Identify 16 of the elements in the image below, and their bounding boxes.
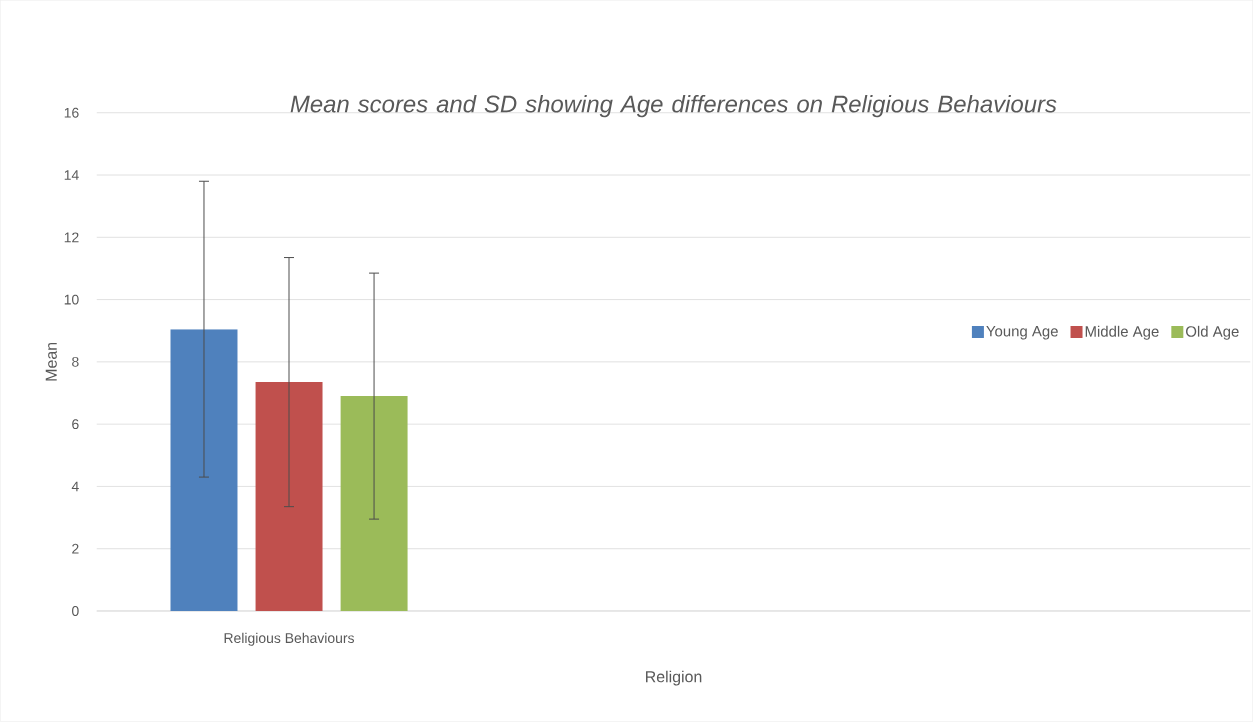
legend-label: Old Age — [1186, 325, 1239, 340]
chart-title: Mean scores and SD showing Age differences on Religious Behaviours — [290, 95, 1057, 118]
y-tick-label: 8 — [72, 357, 79, 367]
y-tick-label: 16 — [64, 107, 79, 118]
y-tick-label: 14 — [64, 170, 79, 180]
x-tick-label: Religious Behaviours — [224, 632, 355, 646]
y-tick-label: 4 — [71, 481, 79, 492]
y-axis-title: Mean — [45, 343, 57, 381]
y-tick-label: 12 — [64, 232, 79, 243]
y-tick-label: 10 — [64, 294, 79, 305]
y-tick-label: 2 — [72, 543, 79, 554]
y-tick-label: 0 — [72, 606, 79, 617]
legend-label: Middle Age — [1085, 325, 1159, 340]
legend-label: Young Age — [986, 326, 1058, 340]
x-axis-title: Religion — [646, 670, 702, 686]
y-tick-label: 6 — [72, 419, 79, 430]
